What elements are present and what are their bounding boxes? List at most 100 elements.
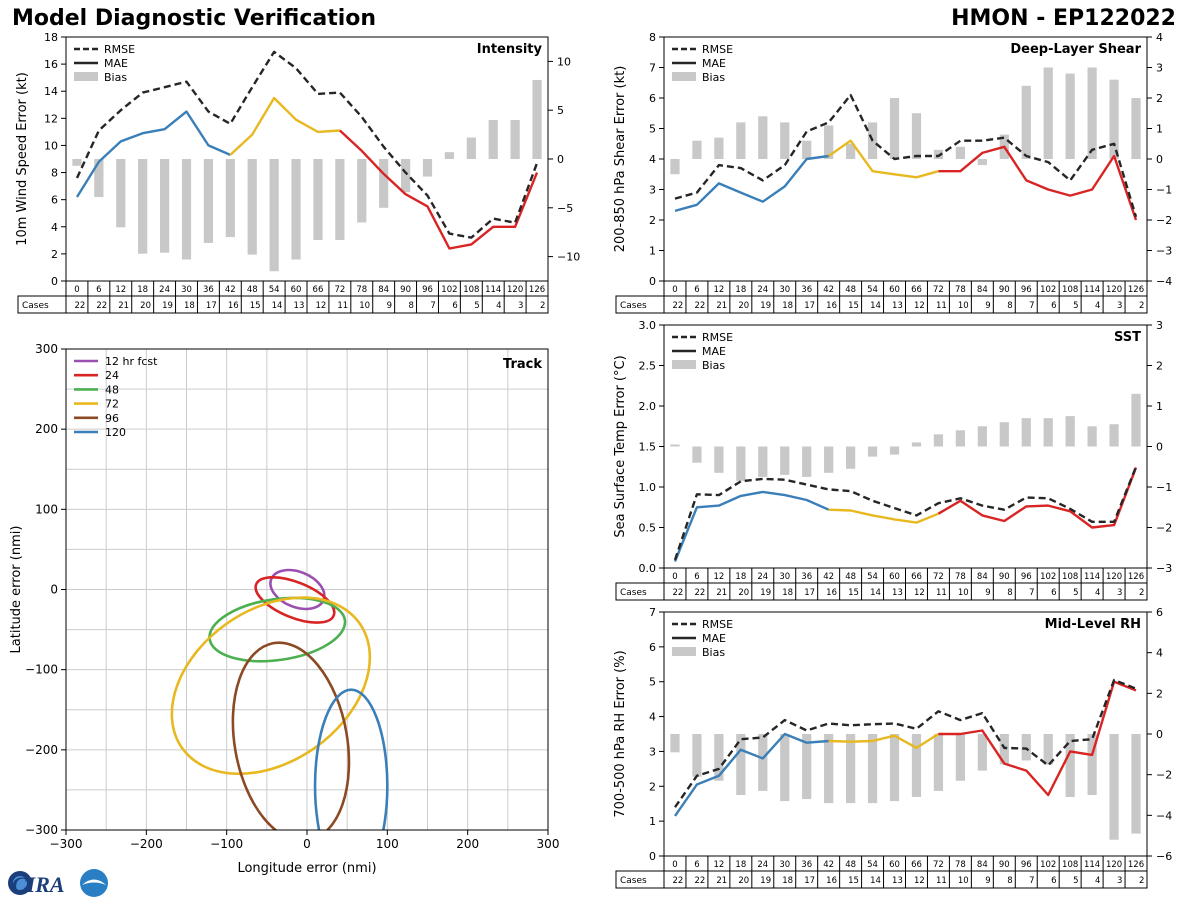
case-count: 14 [272,301,283,311]
case-count: 12 [315,301,326,311]
case-count: 8 [1007,301,1012,311]
bias-bar [1043,67,1053,159]
y-tick-label: 1 [649,815,656,828]
y-tick-label: 3 [649,184,656,197]
lead-hour: 24 [159,285,170,295]
mae-line [938,680,1137,797]
case-count: 15 [848,876,859,886]
lead-hour: 66 [313,285,324,295]
bias-bar [1043,418,1053,447]
bias-bar [670,159,680,175]
lead-hour: 72 [933,860,944,870]
y-tick-label: 2 [51,248,58,261]
case-count: 22 [694,876,705,886]
case-count: 13 [294,301,305,311]
bias-bar [911,442,922,447]
case-count: 12 [914,301,925,311]
mae-line [828,508,939,524]
legend-rmse-label: RMSE [104,43,135,56]
y-tick-label: −300 [25,823,58,837]
bias-bar [313,159,323,241]
y-tick-label: 0 [50,583,58,597]
legend-mae-label: MAE [702,345,726,358]
y-tick-label: 1 [649,245,656,258]
y-tick-label: 8 [51,167,58,180]
case-count: 19 [760,876,771,886]
lead-hour: 30 [181,285,192,295]
bias-bar [72,159,82,166]
bias-bar [977,159,987,166]
noaa-emblem-icon [80,869,108,897]
y-tick-label: 6 [51,194,58,207]
bias-bar [1021,418,1031,447]
legend-mae-label: MAE [702,632,726,645]
y2-tick-label: −2 [1156,214,1172,227]
lead-hour: 0 [672,860,677,870]
bias-bar [802,140,812,159]
lead-hour: 6 [694,860,699,870]
bias-bar [758,734,768,791]
bias-bar [1131,393,1141,447]
lead-hour: 30 [779,572,790,582]
case-count: 21 [716,588,727,598]
panel-title: Deep-Layer Shear [1010,42,1141,57]
lead-hour: 36 [203,285,214,295]
legend-bias-swatch [672,647,696,656]
rmse-line [674,93,1138,218]
cases-row [17,295,549,314]
lead-hour: 126 [1128,860,1144,870]
lead-hour: 6 [96,285,101,295]
y2-tick-label: −4 [1156,275,1172,288]
y-tick-label: 2.5 [639,360,657,373]
y-tick-label: 0.0 [639,562,657,575]
case-count: 19 [760,588,771,598]
lead-hour: 24 [757,572,768,582]
y2-tick-label: −2 [1156,769,1172,782]
bias-bar [203,159,214,243]
y-axis-label: 10m Wind Speed Error (kt) [15,72,30,246]
lead-hour: 18 [735,860,746,870]
lead-hour: 72 [933,572,944,582]
lead-hour: 30 [779,285,790,295]
y2-tick-label: −10 [557,251,580,264]
case-count: 4 [496,301,501,311]
case-count: 7 [430,301,435,311]
y-axis-label: 200-850 hPa Shear Error (kt) [613,66,628,253]
cases-row [615,295,1148,314]
panel-title: Track [503,357,542,372]
y2-tick-label: 2 [1156,687,1163,700]
legend-rmse-label: RMSE [702,618,733,631]
y-tick-label: 5 [649,676,656,689]
legend-label: 96 [105,412,119,425]
y2-tick-label: 4 [1156,31,1163,44]
lead-hour: 78 [955,285,966,295]
lead-hour: 18 [735,285,746,295]
lead-hour: 18 [735,572,746,582]
case-count: 5 [474,301,479,311]
lead-hour: 114 [1084,860,1100,870]
lead-hour: 120 [1106,860,1122,870]
lead-hour: 12 [713,285,724,295]
case-count: 6 [1051,301,1056,311]
lead-hour: 96 [1021,572,1032,582]
legend-label: 72 [105,398,119,411]
y2-tick-label: −6 [1156,850,1172,863]
bias-bar [670,734,680,753]
case-count: 16 [826,588,837,598]
x-axis-label: Longitude error (nmi) [237,861,376,876]
lead-hour: 114 [1084,285,1100,295]
bias-bar [758,446,768,477]
panel-title: SST [1114,330,1141,345]
lead-hour: 102 [1040,572,1056,582]
lead-hour: 102 [1040,860,1056,870]
lead-hour: 60 [291,285,302,295]
y-axis-label: Sea Surface Temp Error (°C) [613,355,628,537]
lead-hour: 102 [441,285,457,295]
case-count: 8 [1007,876,1012,886]
bias-bar [94,159,104,198]
lead-hour: 54 [867,572,878,582]
y-tick-label: 2.0 [639,400,657,413]
y-tick-label: 0.5 [639,522,657,535]
bias-bar [955,146,965,159]
